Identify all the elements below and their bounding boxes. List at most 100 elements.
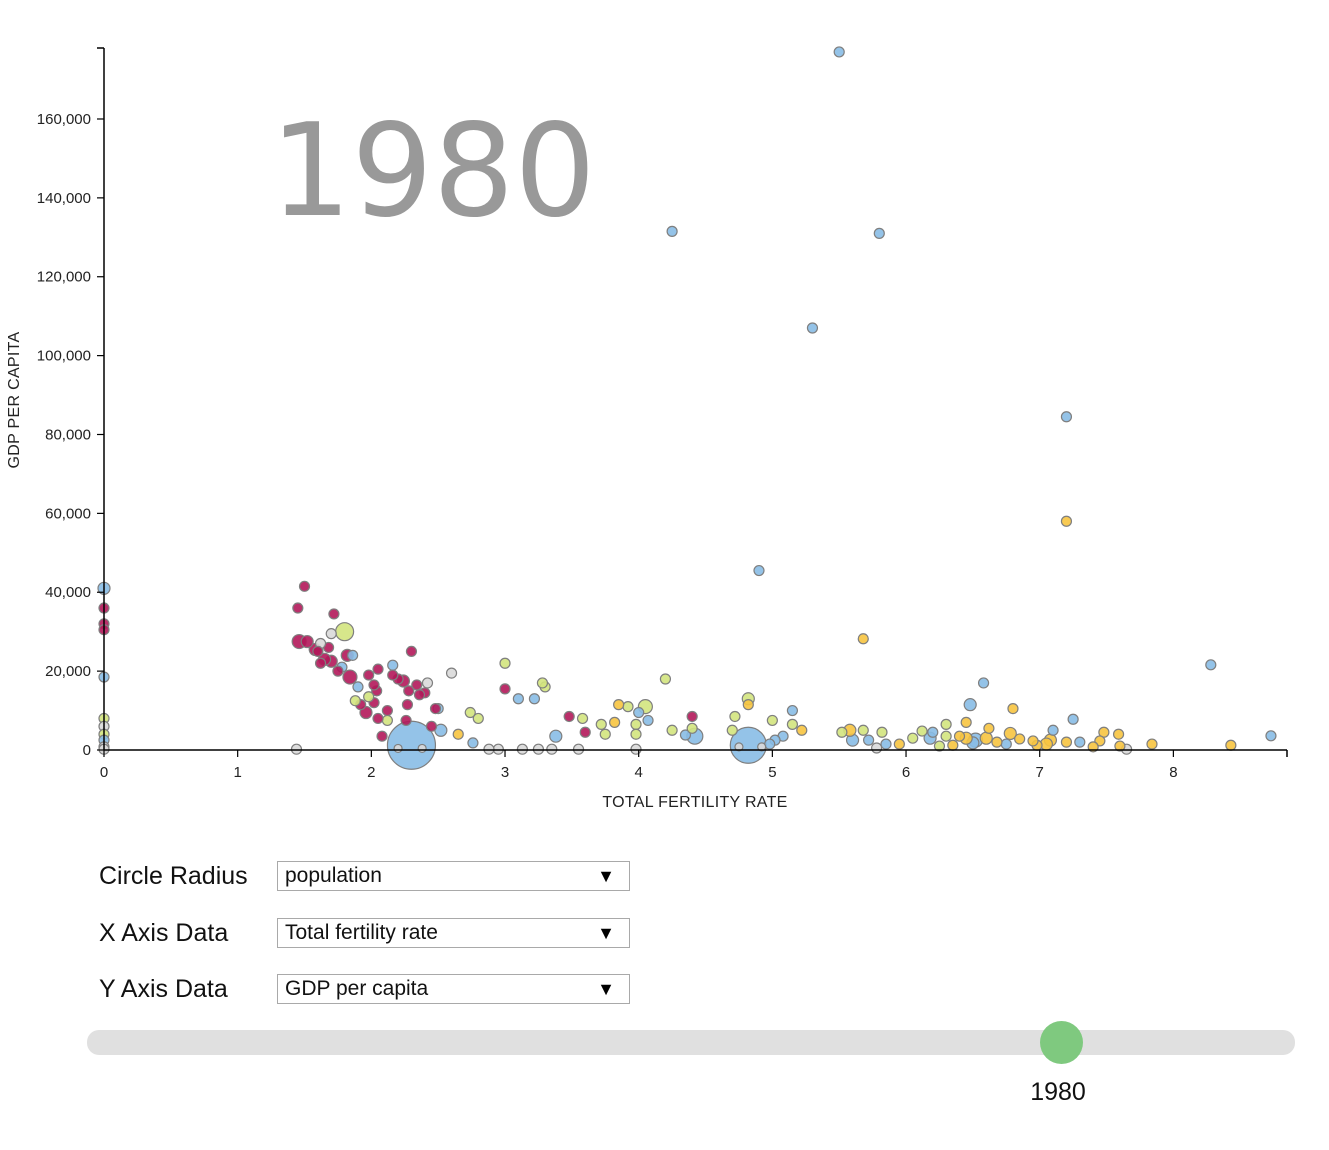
- data-point: [363, 691, 375, 703]
- data-point: [401, 699, 414, 711]
- year-slider-track[interactable]: [87, 1030, 1295, 1055]
- x-tick-label: 5: [768, 764, 776, 781]
- x-axis-title: TOTAL FERTILITY RATE: [602, 794, 787, 811]
- data-point: [387, 669, 399, 681]
- data-point: [516, 743, 528, 755]
- data-point: [445, 667, 458, 679]
- data-point: [907, 732, 919, 744]
- caret-down-icon: ▼: [597, 978, 615, 999]
- data-point: [400, 714, 412, 727]
- data-point: [833, 46, 845, 58]
- year-slider-thumb[interactable]: [1040, 1021, 1083, 1064]
- data-point: [417, 743, 427, 754]
- circle-radius-select[interactable]: population ▼: [277, 861, 630, 891]
- data-point: [413, 689, 426, 701]
- data-point: [686, 710, 698, 723]
- data-point: [1060, 411, 1073, 423]
- data-point: [893, 738, 905, 750]
- data-point: [499, 657, 511, 669]
- data-point: [452, 728, 464, 740]
- year-watermark: 1980: [270, 97, 596, 246]
- data-point: [349, 695, 361, 707]
- data-point: [572, 743, 585, 755]
- x-tick-label: 3: [501, 764, 509, 781]
- data-point: [1014, 733, 1026, 745]
- data-point: [940, 730, 952, 742]
- data-point: [405, 645, 418, 658]
- circle-radius-value: population: [285, 864, 382, 887]
- circle-radius-label: Circle Radius: [99, 861, 248, 890]
- data-point: [806, 322, 819, 334]
- x-tick-label: 7: [1036, 764, 1044, 781]
- data-point: [666, 225, 678, 237]
- data-point: [1027, 735, 1039, 747]
- data-point: [766, 714, 778, 727]
- data-point: [953, 730, 966, 742]
- x-tick-label: 2: [367, 764, 375, 781]
- data-point: [368, 679, 380, 691]
- data-point: [290, 743, 303, 755]
- y-axis-title: GDP PER CAPITA: [6, 331, 23, 468]
- data-point: [1047, 724, 1059, 736]
- data-point: [836, 726, 848, 738]
- data-point: [363, 669, 375, 681]
- data-point: [786, 718, 799, 730]
- data-point: [960, 716, 972, 728]
- y-axis-control: Y Axis Data GDP per capita ▼: [99, 972, 630, 1006]
- x-tick-label: 8: [1169, 764, 1177, 781]
- y-tick-label: 40,000: [45, 584, 91, 601]
- data-point: [464, 706, 476, 719]
- data-point: [679, 729, 692, 741]
- data-point: [328, 608, 340, 620]
- data-point: [983, 722, 995, 734]
- data-point: [298, 580, 311, 592]
- data-point: [642, 714, 654, 727]
- data-point: [467, 737, 479, 749]
- data-point: [991, 736, 1003, 748]
- data-point: [372, 712, 384, 725]
- data-point: [314, 657, 327, 669]
- data-point: [609, 716, 621, 728]
- y-axis-label: Y Axis Data: [99, 974, 228, 1003]
- data-point: [880, 738, 892, 750]
- data-point: [300, 634, 314, 649]
- data-point: [376, 730, 388, 742]
- data-point: [1060, 736, 1073, 748]
- y-tick-label: 80,000: [45, 426, 91, 443]
- data-point: [536, 677, 549, 689]
- data-point: [1265, 730, 1277, 742]
- data-point: [1000, 738, 1012, 750]
- data-point: [411, 679, 423, 691]
- data-point: [352, 681, 364, 693]
- data-point: [549, 729, 563, 743]
- data-point: [977, 677, 990, 689]
- data-points: [97, 46, 1277, 770]
- data-point: [873, 227, 885, 239]
- data-point: [630, 728, 642, 740]
- data-point: [342, 669, 358, 685]
- data-point: [863, 734, 875, 746]
- data-point: [1067, 713, 1079, 725]
- y-axis-select[interactable]: GDP per capita ▼: [277, 974, 630, 1004]
- data-point: [686, 722, 698, 734]
- x-tick-label: 6: [902, 764, 910, 781]
- data-point: [332, 665, 344, 677]
- data-point: [381, 704, 393, 717]
- x-tick-label: 1: [234, 764, 242, 781]
- data-point: [622, 701, 634, 713]
- data-point: [786, 704, 799, 717]
- data-point: [963, 698, 977, 712]
- y-tick-label: 140,000: [37, 190, 91, 207]
- data-point: [871, 742, 883, 754]
- x-axis-select[interactable]: Total fertility rate ▼: [277, 918, 630, 948]
- data-point: [979, 731, 993, 745]
- data-point: [483, 743, 495, 755]
- data-point: [499, 683, 511, 695]
- data-point: [726, 724, 738, 736]
- data-point: [876, 726, 888, 738]
- data-point: [403, 685, 415, 697]
- y-tick-label: 20,000: [45, 663, 91, 680]
- circle-radius-control: Circle Radius population ▼: [99, 859, 630, 893]
- data-point: [947, 739, 959, 751]
- x-tick-label: 4: [635, 764, 643, 781]
